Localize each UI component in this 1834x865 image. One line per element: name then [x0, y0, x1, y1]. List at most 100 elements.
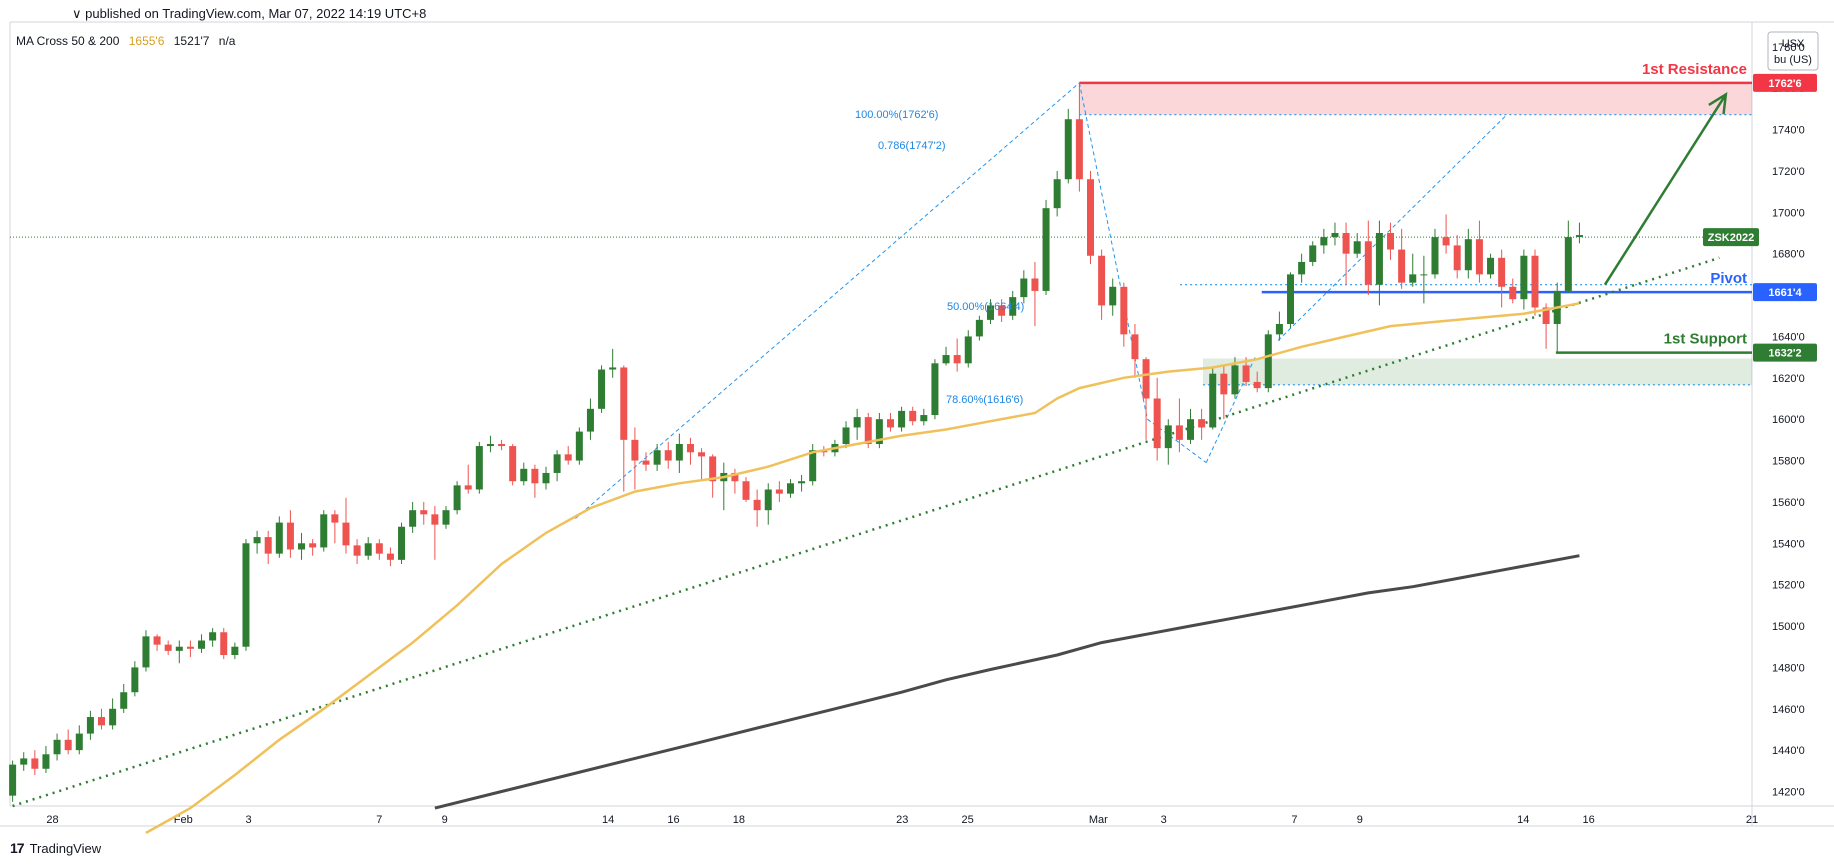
candle-up [1309, 245, 1317, 262]
x-tick-label: 9 [442, 814, 448, 826]
fib-connector-line [1078, 82, 1148, 420]
x-tick-label: Feb [174, 814, 193, 826]
y-tick-label: 1620'0 [1772, 373, 1805, 385]
currency-box [1767, 31, 1819, 71]
candle-up [1187, 419, 1195, 440]
candle-up [1409, 274, 1417, 283]
resistance-zone [1079, 82, 1752, 115]
candle-up [1287, 274, 1295, 325]
candle-down [220, 632, 228, 655]
tradingview-brand[interactable]: TradingView [29, 840, 102, 856]
candle-up [75, 733, 83, 751]
candle-down [1120, 286, 1128, 335]
projection-arrow-line [1603, 93, 1727, 286]
candle-down [1531, 255, 1539, 308]
candle-up [275, 522, 283, 554]
candle-up [1009, 297, 1017, 316]
candle-up [86, 717, 94, 734]
candle-down [31, 758, 39, 769]
support-label: 1st Support [1664, 331, 1747, 348]
candle-down [709, 456, 717, 482]
candle-down [1198, 419, 1206, 428]
candle-up [1320, 237, 1328, 246]
candle-up [142, 636, 150, 668]
candle-down [731, 472, 739, 482]
candle-up [1375, 232, 1383, 285]
candle-up [1053, 179, 1061, 209]
ma200-line [434, 554, 1580, 810]
y-tick-label: 1780'0 [1772, 42, 1805, 54]
candle-down [342, 522, 350, 546]
fib-connector-line [1277, 114, 1508, 341]
candle-down [464, 485, 472, 490]
fib-level-label: 50.00%(1664'4) [947, 301, 1024, 313]
candle-up [1298, 261, 1306, 275]
support-zone [1202, 358, 1752, 385]
candle-up [320, 514, 328, 548]
candle-down [1387, 232, 1395, 250]
tradingview-logo-icon[interactable]: 17 [10, 840, 25, 856]
candle-up [1575, 235, 1583, 238]
y-tick-label: 1480'0 [1772, 662, 1805, 674]
x-tick-label: 21 [1746, 814, 1758, 826]
resistance-label: 1st Resistance [1642, 61, 1747, 78]
footer: 17 TradingView [10, 840, 101, 856]
candle-down [420, 510, 428, 515]
candle-down [1175, 425, 1183, 440]
y-tick-label: 1460'0 [1772, 704, 1805, 716]
candle-up [109, 708, 117, 726]
candle-up [209, 632, 217, 641]
y-tick-label: 1440'0 [1772, 745, 1805, 757]
candle-up [975, 319, 983, 337]
candle-up [364, 543, 372, 556]
x-tick-label: 3 [1161, 814, 1167, 826]
x-tick-label: 25 [961, 814, 973, 826]
pivot-badge-label: 1661'4 [1768, 287, 1802, 299]
candle-down [1542, 307, 1550, 325]
candle-up [609, 367, 617, 370]
candle-down [1475, 239, 1483, 275]
indicator-extra: n/a [218, 34, 236, 48]
candle-up [231, 646, 239, 655]
candle-up [131, 667, 139, 693]
y-tick-label: 1500'0 [1772, 621, 1805, 633]
resistance-badge [1753, 73, 1817, 92]
y-tick-label: 1600'0 [1772, 414, 1805, 426]
candle-down [953, 355, 961, 364]
candle-up [1209, 373, 1217, 428]
candle-down [1220, 373, 1228, 395]
candle-up [1564, 237, 1572, 291]
x-tick-label: 14 [602, 814, 614, 826]
candle-up [520, 468, 528, 482]
candle-down [1342, 232, 1350, 254]
y-tick-label: 1540'0 [1772, 538, 1805, 550]
candle-up [198, 640, 206, 649]
indicator-legend[interactable]: MA Cross 50 & 200 1655'6 1521'7 n/a [16, 34, 241, 48]
candle-down [186, 646, 194, 649]
y-tick-label: 1520'0 [1772, 580, 1805, 592]
candle-up [842, 427, 850, 444]
fib-level-label: 0.786(1747'2) [878, 140, 946, 152]
candle-up [1487, 257, 1495, 275]
candle-down [386, 553, 394, 560]
candle-down [698, 452, 706, 457]
candle-up [1042, 208, 1050, 291]
fib-level-label: 100.00%(1762'6) [855, 109, 938, 121]
candle-up [898, 410, 906, 428]
candle-up [1520, 255, 1528, 300]
candle-down [1031, 278, 1039, 291]
candle-up [53, 739, 61, 755]
pivot-badge [1753, 283, 1817, 302]
y-tick-label: 1580'0 [1772, 456, 1805, 468]
candle-up [764, 489, 772, 511]
published-info: ∨ published on TradingView.com, Mar 07, … [72, 6, 427, 21]
x-tick-label: 7 [1291, 814, 1297, 826]
candle-down [1442, 237, 1450, 246]
candle-up [1264, 334, 1272, 389]
candle-down [998, 305, 1006, 316]
candle-down [286, 522, 294, 550]
ma200-value: 1521'7 [173, 34, 210, 48]
candle-up [20, 758, 28, 765]
candle-down [431, 514, 439, 525]
